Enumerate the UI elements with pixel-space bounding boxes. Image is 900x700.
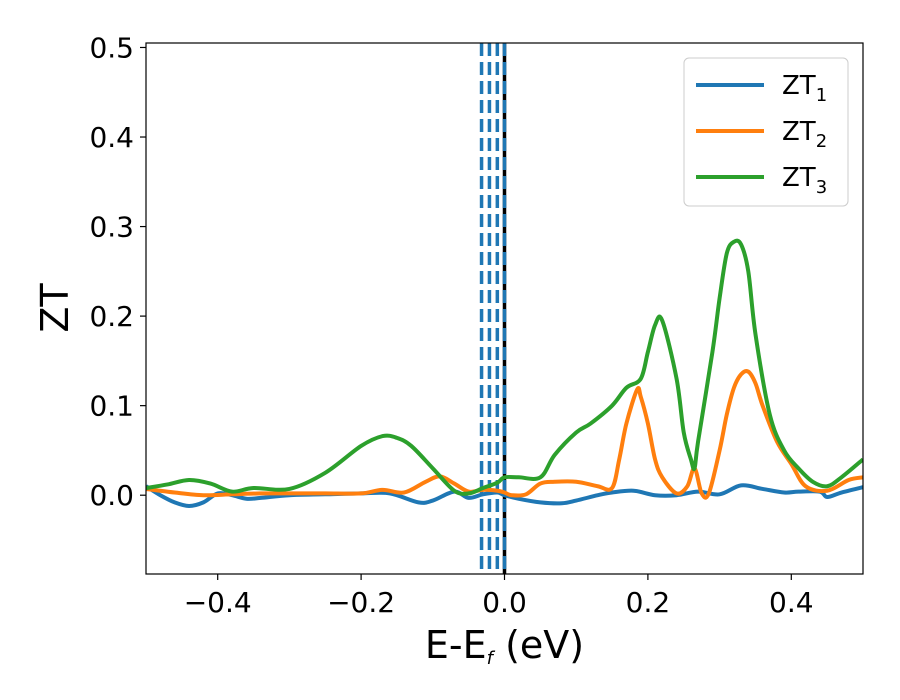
y-tick-label: 0.0 [89,479,134,512]
legend: ZT1 ZT2 ZT3 [683,57,849,207]
y-axis: 0.0 0.1 0.2 0.3 0.4 0.5 [89,31,146,512]
y-tick-label: 0.1 [89,390,134,423]
x-axis-label: E-Ef (eV) [425,623,584,669]
legend-box [683,57,849,207]
y-tick-label: 0.3 [89,211,134,244]
series-layer [146,238,863,508]
y-axis-label: ZT [33,283,77,333]
x-axis-label-subscript: f [487,648,496,669]
y-tick-label: 0.2 [89,300,134,333]
series-line-zt1 [146,483,863,508]
y-tick-label: 0.4 [89,121,134,154]
legend-label-zt1: ZT1 [782,71,827,106]
series-line-zt3 [146,238,863,496]
x-tick-label: −0.4 [184,586,252,619]
x-tick-label: 0.0 [482,586,527,619]
x-tick-label: 0.2 [626,586,671,619]
x-axis: −0.4 −0.2 0.0 0.2 0.4 [184,574,814,619]
x-axis-label-main: E-E [425,623,487,667]
y-tick-label: 0.5 [89,31,134,64]
x-axis-label-unit: (eV) [493,623,584,667]
x-tick-label: −0.2 [327,586,395,619]
series-line-zt2 [146,369,863,500]
legend-label-zt2: ZT2 [782,117,827,152]
x-tick-label: 0.4 [769,586,814,619]
legend-label-zt3: ZT3 [782,163,827,198]
